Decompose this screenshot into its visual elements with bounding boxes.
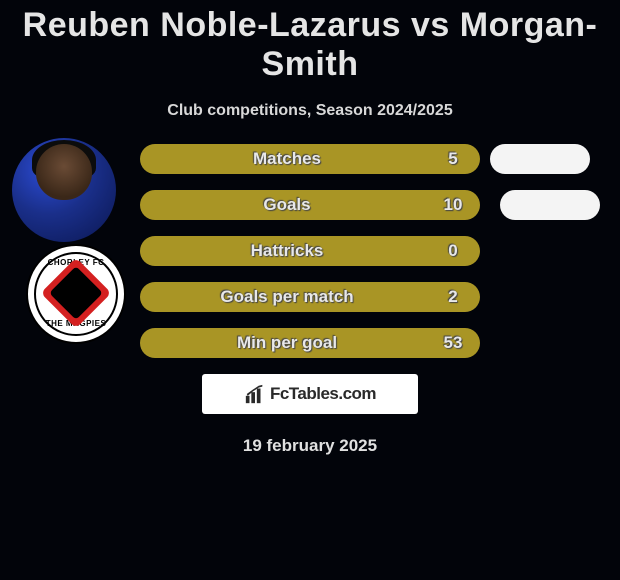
stat-label: Matches xyxy=(140,149,434,169)
stat-value: 2 xyxy=(434,287,472,307)
player2-club-badge: CHORLEY FC THE MAGPIES xyxy=(26,244,126,344)
stat-value: 0 xyxy=(434,241,472,261)
page-title: Reuben Noble-Lazarus vs Morgan-Smith xyxy=(0,0,620,84)
stat-row: Goals per match2 xyxy=(140,282,600,312)
stat-label: Hattricks xyxy=(140,241,434,261)
player1-avatar xyxy=(12,138,116,242)
avatar-column: CHORLEY FC THE MAGPIES xyxy=(8,138,128,344)
stat-row: Min per goal53 xyxy=(140,328,600,358)
stat-row: Hattricks0 xyxy=(140,236,600,266)
club-badge-inner: CHORLEY FC THE MAGPIES xyxy=(34,252,118,336)
right-player-bar xyxy=(490,144,590,174)
badge-rose-icon xyxy=(41,258,112,329)
left-player-bar: Goals per match2 xyxy=(140,282,480,312)
page-subtitle: Club competitions, Season 2024/2025 xyxy=(0,102,620,120)
comparison-content: CHORLEY FC THE MAGPIES Matches5 Goals10 Ha… xyxy=(0,144,620,358)
left-player-bar: Min per goal53 xyxy=(140,328,480,358)
fctables-logo-text: FcTables.com xyxy=(270,384,376,404)
stat-label: Goals xyxy=(140,195,434,215)
stat-row: Goals10 xyxy=(140,190,600,220)
fctables-logo[interactable]: FcTables.com xyxy=(202,374,418,414)
stats-list: Matches5 Goals10 Hattricks0 Goals per match… xyxy=(140,144,600,358)
stat-value: 10 xyxy=(434,195,472,215)
stat-value: 53 xyxy=(434,333,472,353)
stat-label: Min per goal xyxy=(140,333,434,353)
stat-row: Matches5 xyxy=(140,144,600,174)
stat-value: 5 xyxy=(434,149,472,169)
right-player-bar xyxy=(500,190,600,220)
stat-label: Goals per match xyxy=(140,287,434,307)
left-player-bar: Goals10 xyxy=(140,190,480,220)
bar-chart-icon xyxy=(244,383,266,405)
left-player-bar: Hattricks0 xyxy=(140,236,480,266)
publish-date: 19 february 2025 xyxy=(0,436,620,456)
left-player-bar: Matches5 xyxy=(140,144,480,174)
